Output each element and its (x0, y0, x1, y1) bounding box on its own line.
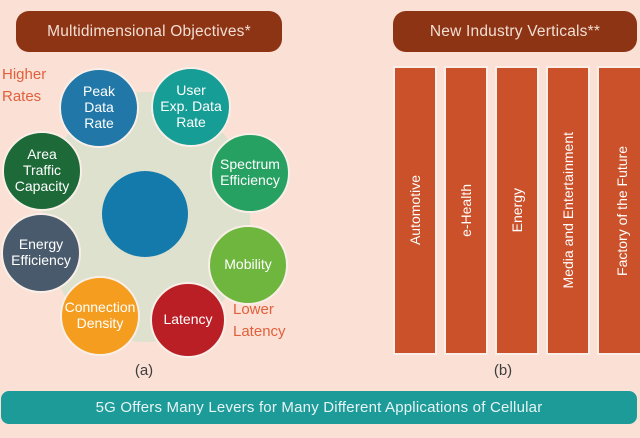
circle-label-latency: Latency (163, 311, 213, 328)
circle-latency: Latency (150, 282, 226, 358)
circle-label-user-exp-data-rate: User Exp. Data Rate (160, 82, 222, 130)
bar-label-energy: Energy (509, 188, 525, 233)
bar-label-factory-of-the-future: Factory of the Future (614, 145, 630, 276)
circle-label-connection-density: Connection Density (64, 299, 136, 331)
circle-label-area-traffic-capacity: Area Traffic Capacity (14, 146, 70, 194)
bar-automotive: Automotive (393, 66, 437, 355)
circle-mobility: Mobility (208, 225, 288, 305)
bar-e-health: e-Health (444, 66, 488, 355)
bar-label-media-entertainment: Media and Entertainment (560, 132, 576, 289)
circle-area-traffic-capacity: Area Traffic Capacity (2, 131, 82, 211)
bar-label-e-health: e-Health (458, 184, 474, 237)
bar-media-entertainment: Media and Entertainment (546, 66, 590, 355)
caption-a: (a) (134, 362, 154, 379)
circle-label-mobility: Mobility (224, 256, 272, 273)
bar-label-automotive: Automotive (407, 175, 423, 246)
circle-label-spectrum-efficiency: Spectrum Efficiency (220, 156, 280, 188)
verticals-header: New Industry Verticals** (393, 11, 637, 52)
circle-user-exp-data-rate: User Exp. Data Rate (151, 67, 231, 147)
circle-label-energy-efficiency: Energy Efficiency (11, 236, 71, 268)
center-circle (102, 171, 188, 257)
circle-connection-density: Connection Density (60, 276, 140, 356)
circle-energy-efficiency: Energy Efficiency (1, 213, 81, 293)
objectives-header: Multidimensional Objectives* (16, 11, 282, 52)
lower-latency-annotation: Lower Latency (233, 301, 286, 340)
circle-spectrum-efficiency: Spectrum Efficiency (210, 133, 290, 213)
higher-rates-annotation: Higher Rates (2, 66, 47, 105)
bottom-banner: 5G Offers Many Levers for Many Different… (1, 391, 637, 424)
circle-peak-data-rate: Peak Data Rate (59, 68, 139, 148)
circle-label-peak-data-rate: Peak Data Rate (83, 83, 115, 131)
bar-factory-of-the-future: Factory of the Future (597, 66, 640, 355)
caption-b: (b) (493, 362, 513, 379)
bar-energy: Energy (495, 66, 539, 355)
